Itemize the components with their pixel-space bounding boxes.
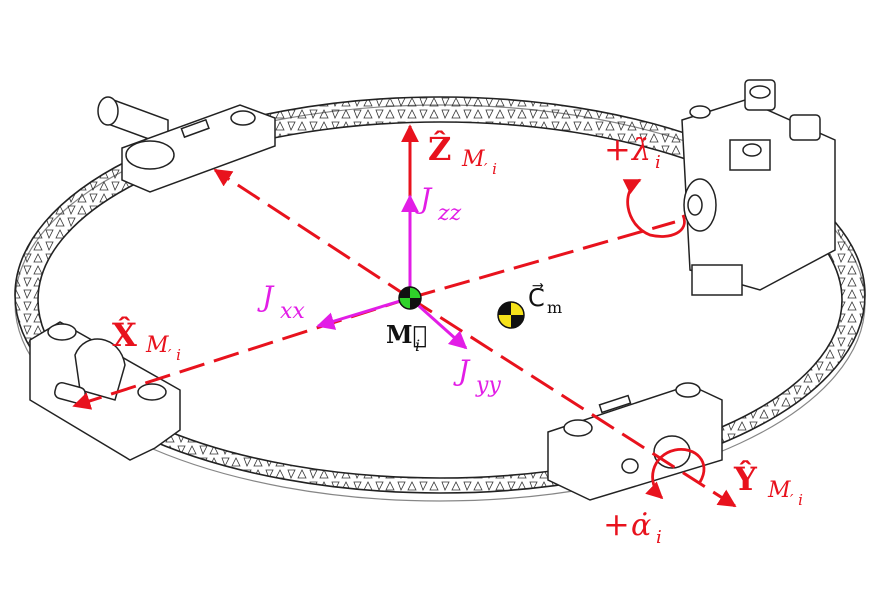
front-left-clamp (29, 321, 181, 461)
lattice-ring (14, 96, 866, 502)
jyy-label: J yy (453, 354, 501, 398)
svg-text:yy: yy (475, 373, 501, 398)
lambda-label: + λ̇ i (604, 130, 661, 173)
svg-text:i: i (656, 527, 662, 548)
svg-text:C⃗: C⃗ (528, 283, 545, 312)
x-axis-label: X̂ M ′ i (112, 316, 181, 364)
svg-text:J: J (415, 182, 433, 215)
svg-text:M: M (461, 147, 485, 172)
svg-text:λ̇: λ̇ (631, 133, 651, 168)
svg-text:zz: zz (437, 201, 462, 226)
svg-text:i: i (415, 336, 420, 355)
svg-text:Ẑ: Ẑ (428, 130, 451, 168)
back-axis-line (213, 168, 411, 300)
svg-text:M⃗: M⃗ (386, 320, 427, 349)
right-motor-assembly (681, 79, 836, 296)
com-label: C⃗ m (528, 283, 562, 317)
svg-text:J: J (453, 354, 471, 387)
y-axis-line (409, 296, 737, 508)
jxx-label: J xx (257, 280, 305, 324)
svg-text:+: + (603, 505, 630, 543)
inertia-vectors (316, 194, 468, 350)
svg-text:+: + (604, 130, 631, 168)
svg-text:α̇: α̇ (631, 508, 651, 543)
origin-label: M⃗ i (386, 320, 427, 355)
alpha-label: + α̇ i (603, 505, 662, 548)
svg-text:′ i: ′ i (168, 346, 181, 364)
svg-text:xx: xx (280, 299, 305, 324)
svg-text:J: J (257, 280, 275, 313)
y-axis-label: Ŷ M ′ i (733, 460, 803, 509)
svg-text:Ŷ: Ŷ (733, 460, 758, 498)
alpha-rotation-arrow (645, 447, 706, 500)
origin-marker (398, 286, 422, 310)
jzz-label: J zz (415, 182, 462, 226)
svg-text:M: M (767, 478, 791, 503)
lambda-rotation-arrow (622, 178, 686, 238)
rotation-arrows (622, 178, 706, 500)
svg-text:′ i: ′ i (484, 160, 497, 178)
svg-text:′ i: ′ i (790, 491, 803, 509)
svg-text:X̂: X̂ (112, 316, 137, 354)
svg-text:i: i (655, 152, 661, 173)
jxx-vector (316, 296, 411, 330)
motor-axis-line (409, 220, 676, 300)
jyy-vector (409, 296, 468, 350)
svg-text:M: M (145, 333, 169, 358)
z-axis-label: Ẑ M ′ i (428, 130, 497, 178)
center-of-mass-marker (497, 301, 525, 329)
svg-text:m: m (547, 298, 562, 317)
rear-left-clamp (97, 96, 276, 193)
